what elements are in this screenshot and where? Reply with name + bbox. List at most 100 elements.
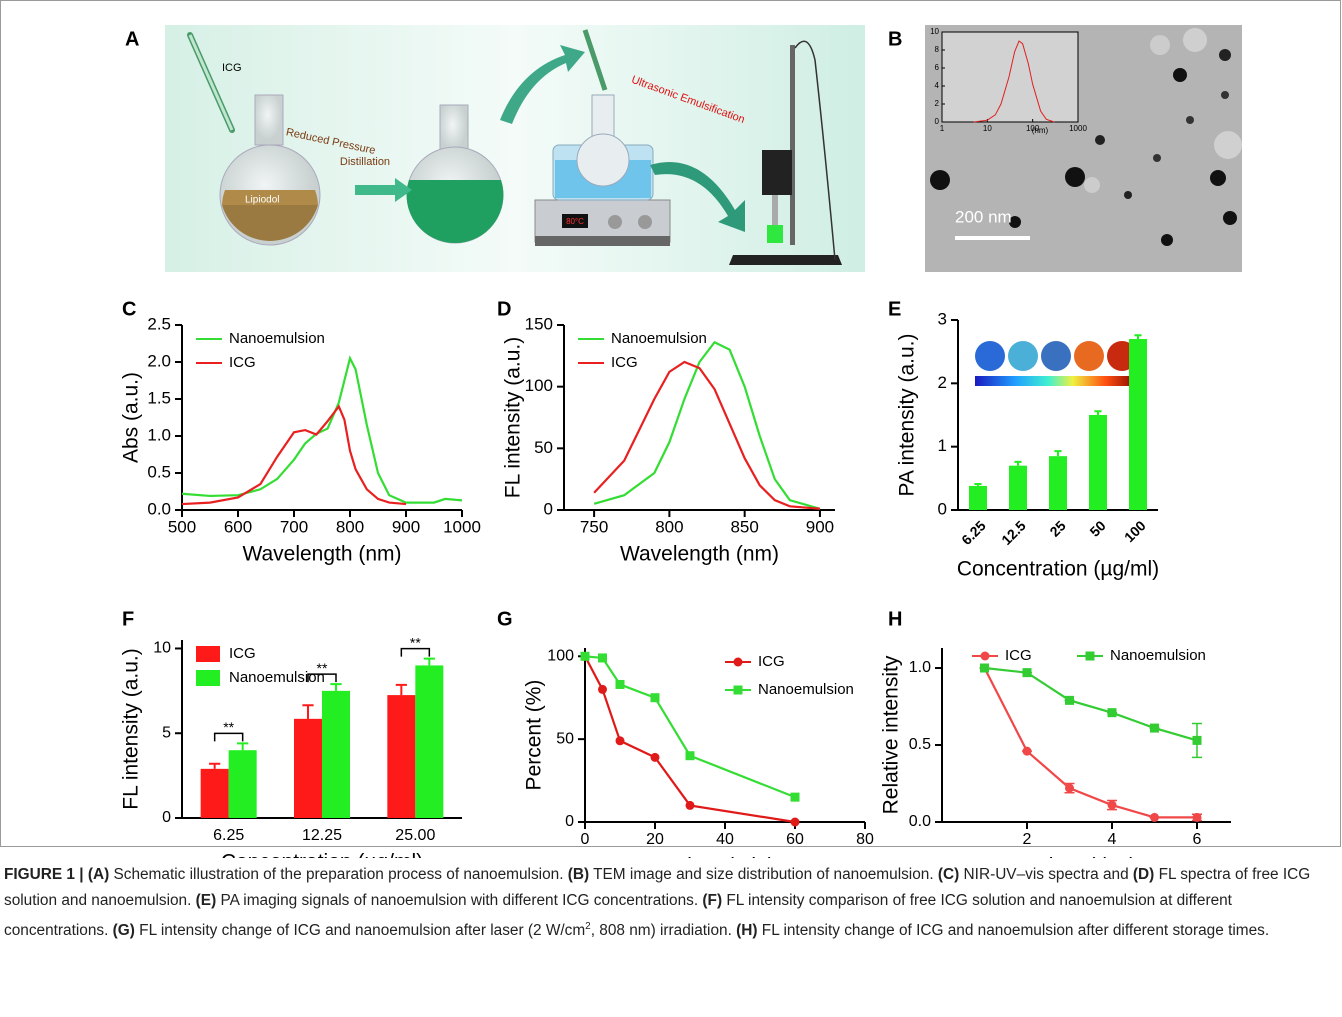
x-tick-label: 850 bbox=[730, 517, 758, 536]
y-axis-label: FL intensity (a.u.) bbox=[502, 337, 525, 498]
legend-label: ICG bbox=[229, 645, 256, 662]
point bbox=[651, 693, 660, 702]
y-tick-label: 2 bbox=[935, 99, 940, 108]
y-tick-label: 2 bbox=[938, 373, 947, 392]
y-tick-label: 0 bbox=[544, 499, 553, 518]
bar bbox=[387, 695, 415, 818]
error-bar bbox=[330, 684, 341, 691]
point bbox=[581, 652, 590, 661]
point bbox=[791, 793, 800, 802]
panel-label: C bbox=[122, 298, 136, 320]
x-tick-label: 12.5 bbox=[998, 517, 1029, 548]
series-line bbox=[585, 656, 795, 797]
bar bbox=[201, 769, 229, 818]
caption-run: FL intensity change of ICG and nanoemuls… bbox=[135, 922, 585, 939]
x-tick-label: 900 bbox=[806, 517, 834, 536]
y-tick-label: 0 bbox=[938, 499, 947, 518]
caption-run: Schematic illustration of the preparatio… bbox=[109, 866, 568, 883]
series-line bbox=[182, 358, 462, 502]
x-axis-label: Wavelength (nm) bbox=[620, 543, 779, 566]
x-tick-label: 50 bbox=[1086, 517, 1108, 539]
x-tick-label: 6 bbox=[1193, 831, 1202, 848]
legend-marker bbox=[981, 652, 990, 661]
page: ICG Lipiodol Reduced Pressure Distillati… bbox=[0, 0, 1342, 1017]
panel-label: E bbox=[888, 298, 901, 320]
error-bar bbox=[1014, 462, 1021, 466]
point bbox=[686, 801, 695, 810]
x-tick-label: 12.25 bbox=[302, 827, 342, 844]
point bbox=[1193, 736, 1202, 745]
significance-label: ** bbox=[410, 634, 421, 650]
point bbox=[1108, 801, 1117, 810]
schematic-label: Lipiodol bbox=[245, 195, 279, 206]
legend-marker bbox=[1086, 652, 1095, 661]
y-tick-label: 150 bbox=[525, 314, 553, 333]
point bbox=[1193, 813, 1202, 822]
x-axis-label: Wavelength (nm) bbox=[242, 543, 401, 566]
caption-run: (C) bbox=[938, 866, 959, 883]
caption-run: PA imaging signals of nanoemulsion with … bbox=[216, 892, 702, 909]
y-tick-label: 4 bbox=[935, 81, 940, 90]
point bbox=[598, 685, 607, 694]
y-tick-label: 2.0 bbox=[147, 351, 171, 370]
y-tick-label: 1 bbox=[938, 436, 947, 455]
error-bar bbox=[302, 705, 313, 719]
caption-run: (F) bbox=[702, 892, 722, 909]
point bbox=[980, 664, 989, 673]
error-bar bbox=[1054, 451, 1061, 456]
x-tick-label: 1 bbox=[940, 124, 945, 133]
caption-run: (G) bbox=[113, 922, 135, 939]
x-tick-label: 4 bbox=[1108, 831, 1117, 848]
x-axis-label: Concentration (µg/ml) bbox=[957, 558, 1159, 581]
y-axis-label: Percent (%) bbox=[523, 680, 546, 791]
caption-run: FIGURE 1 | (A) bbox=[4, 866, 109, 883]
y-tick-label: 100 bbox=[547, 648, 574, 665]
legend-label: ICG bbox=[611, 354, 638, 371]
bar bbox=[1089, 415, 1107, 510]
legend-marker bbox=[734, 658, 743, 667]
y-tick-label: 0 bbox=[162, 809, 171, 826]
bar bbox=[1009, 466, 1027, 510]
point bbox=[1065, 784, 1074, 793]
x-axis-label: Time (day) bbox=[1037, 855, 1137, 858]
schematic-label: Distillation bbox=[340, 156, 390, 168]
legend-label: Nanoemulsion bbox=[229, 330, 325, 347]
error-bar bbox=[396, 685, 407, 695]
error-bar bbox=[424, 659, 435, 666]
bar bbox=[415, 665, 443, 818]
scale-bar-label: 200 nm bbox=[955, 207, 1012, 226]
error-bar bbox=[1094, 411, 1101, 415]
y-tick-label: 1.0 bbox=[909, 659, 931, 676]
panel-label: G bbox=[497, 608, 513, 630]
x-tick-label: 0 bbox=[581, 831, 590, 848]
x-tick-label: 700 bbox=[280, 517, 308, 536]
point bbox=[598, 653, 607, 662]
point bbox=[1023, 668, 1032, 677]
x-axis-label: Concentration (µg/ml) bbox=[221, 851, 423, 858]
y-axis-label: Abs (a.u.) bbox=[120, 372, 143, 463]
point bbox=[1108, 708, 1117, 717]
y-tick-label: 10 bbox=[153, 640, 171, 657]
y-tick-label: 0.5 bbox=[147, 462, 171, 481]
x-tick-label: 100 bbox=[1121, 517, 1149, 545]
point bbox=[651, 753, 660, 762]
y-tick-label: 2.5 bbox=[147, 314, 171, 333]
series-line bbox=[985, 668, 1198, 817]
y-axis-label: PA intensity (a.u.) bbox=[896, 333, 919, 496]
legend-label: Nanoemulsion bbox=[1110, 647, 1206, 664]
panel-label: B bbox=[888, 28, 902, 50]
caption-run: NIR-UV–vis spectra and bbox=[959, 866, 1133, 883]
legend-label: Nanoemulsion bbox=[611, 330, 707, 347]
point bbox=[1023, 747, 1032, 756]
y-tick-label: 10 bbox=[930, 27, 939, 36]
x-tick-label: 1000 bbox=[443, 517, 481, 536]
x-axis-label: (nm) bbox=[1032, 126, 1049, 135]
x-tick-label: 500 bbox=[168, 517, 196, 536]
y-tick-label: 3 bbox=[938, 309, 947, 328]
series-line bbox=[594, 362, 820, 509]
x-tick-label: 6.25 bbox=[958, 517, 989, 548]
x-tick-label: 6.25 bbox=[213, 827, 244, 844]
x-axis-label: Time (min) bbox=[675, 855, 775, 858]
panel-label: A bbox=[125, 28, 139, 50]
x-tick-label: 25 bbox=[1046, 517, 1068, 539]
